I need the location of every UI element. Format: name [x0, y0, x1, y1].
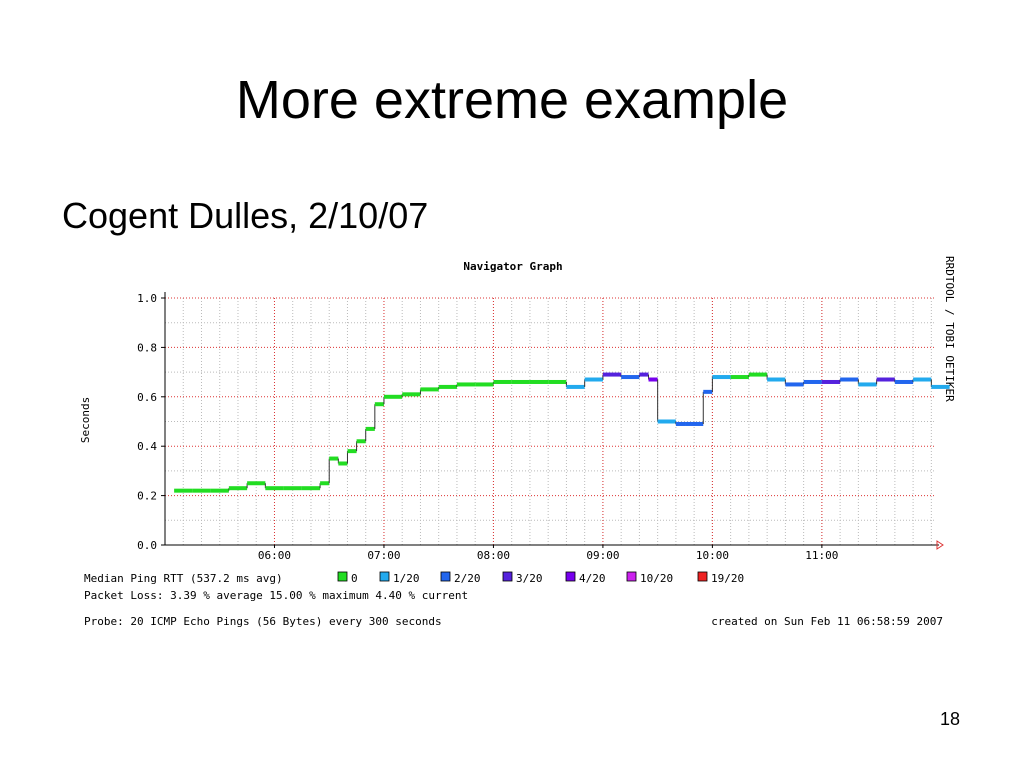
x-tick-label: 07:00: [367, 549, 400, 562]
rtt-step: [803, 379, 822, 384]
legend-swatch: [626, 571, 637, 582]
rtt-step: [438, 384, 457, 389]
x-tick-label: 10:00: [696, 549, 729, 562]
legend-swatch: [697, 571, 708, 582]
rtt-step: [931, 384, 950, 389]
rtt-step: [748, 372, 768, 377]
legend-label: 19/20: [711, 572, 744, 585]
rtt-step: [493, 379, 512, 384]
y-tick-label: 0.2: [137, 490, 157, 503]
rtt-step: [712, 375, 731, 380]
rtt-step: [402, 392, 421, 397]
legend-swatch: [440, 571, 451, 582]
rtt-step: [283, 486, 302, 491]
rtt-step: [858, 382, 877, 387]
rtt-step: [730, 375, 749, 380]
rtt-step: [529, 379, 549, 384]
rtt-step: [228, 486, 248, 491]
rtt-step: [876, 377, 895, 382]
rtt-step: [703, 389, 713, 394]
page-number: 18: [940, 709, 960, 729]
note: Probe: 20 ICMP Echo Pings (56 Bytes) eve…: [84, 615, 442, 628]
x-tick-label: 09:00: [586, 549, 619, 562]
rtt-step: [420, 387, 439, 392]
y-axis-label: Seconds: [79, 397, 92, 443]
rtt-step: [566, 384, 585, 389]
rtt-step: [174, 488, 193, 493]
chart-title: Navigator Graph: [463, 260, 562, 273]
rtt-step: [648, 377, 658, 382]
axis-arrow: [936, 540, 944, 550]
rtt-step: [675, 421, 686, 426]
legend-label: 0: [351, 572, 358, 585]
rtt-step: [602, 372, 622, 377]
x-tick-label: 11:00: [805, 549, 838, 562]
legend-label: 3/20: [516, 572, 543, 585]
legend-label: 2/20: [454, 572, 481, 585]
rtt-step: [475, 382, 494, 387]
rtt-step: [511, 379, 530, 384]
legend-swatch: [379, 571, 390, 582]
y-tick-label: 0.6: [137, 391, 157, 404]
y-tick-label: 0.8: [137, 341, 157, 354]
rtt-step: [639, 372, 649, 377]
rtt-step: [584, 377, 603, 382]
legend-label: 4/20: [579, 572, 606, 585]
note: created on Sun Feb 11 06:58:59 2007: [711, 615, 943, 628]
rtt-step: [347, 449, 357, 454]
rtt-step: [821, 379, 841, 384]
rtt-step: [548, 379, 567, 384]
rtt-step: [365, 426, 375, 431]
y-tick-label: 1.0: [137, 292, 157, 305]
rtt-step: [657, 419, 676, 424]
rtt-step: [383, 394, 403, 399]
rtt-step: [456, 382, 476, 387]
y-tick-label: 0.0: [137, 539, 157, 552]
slide-subtitle: Cogent Dulles, 2/10/07: [62, 195, 428, 236]
rtt-step: [374, 402, 384, 407]
legend-swatch: [337, 571, 348, 582]
legend-swatch: [502, 571, 513, 582]
rtt-step: [210, 488, 229, 493]
rtt-step: [301, 486, 321, 491]
rtt-step: [320, 481, 330, 486]
rtt-step: [785, 382, 804, 387]
legend-label: 10/20: [640, 572, 673, 585]
note: Packet Loss: 3.39 % average 15.00 % maxi…: [84, 589, 468, 602]
rtt-step: [767, 377, 786, 382]
rtt-step: [894, 379, 914, 384]
rtt-step: [913, 377, 932, 382]
side-text: RRDTOOL / TOBI OETIKER: [943, 256, 956, 402]
legend-swatch: [565, 571, 576, 582]
y-tick-label: 0.4: [137, 440, 157, 453]
rtt-step: [338, 461, 348, 466]
rtt-step: [247, 481, 266, 486]
rtt-step: [621, 375, 640, 380]
rtt-step: [329, 456, 339, 461]
x-tick-label: 06:00: [258, 549, 291, 562]
rtt-step: [356, 439, 366, 444]
slide-title: More extreme example: [236, 70, 788, 130]
rtt-step: [192, 488, 211, 493]
x-tick-label: 08:00: [477, 549, 510, 562]
legend-series: Median Ping RTT (537.2 ms avg): [84, 572, 283, 585]
legend-label: 1/20: [393, 572, 420, 585]
rtt-step: [265, 486, 284, 491]
rtt-step: [685, 421, 704, 426]
rtt-step: [840, 377, 859, 382]
